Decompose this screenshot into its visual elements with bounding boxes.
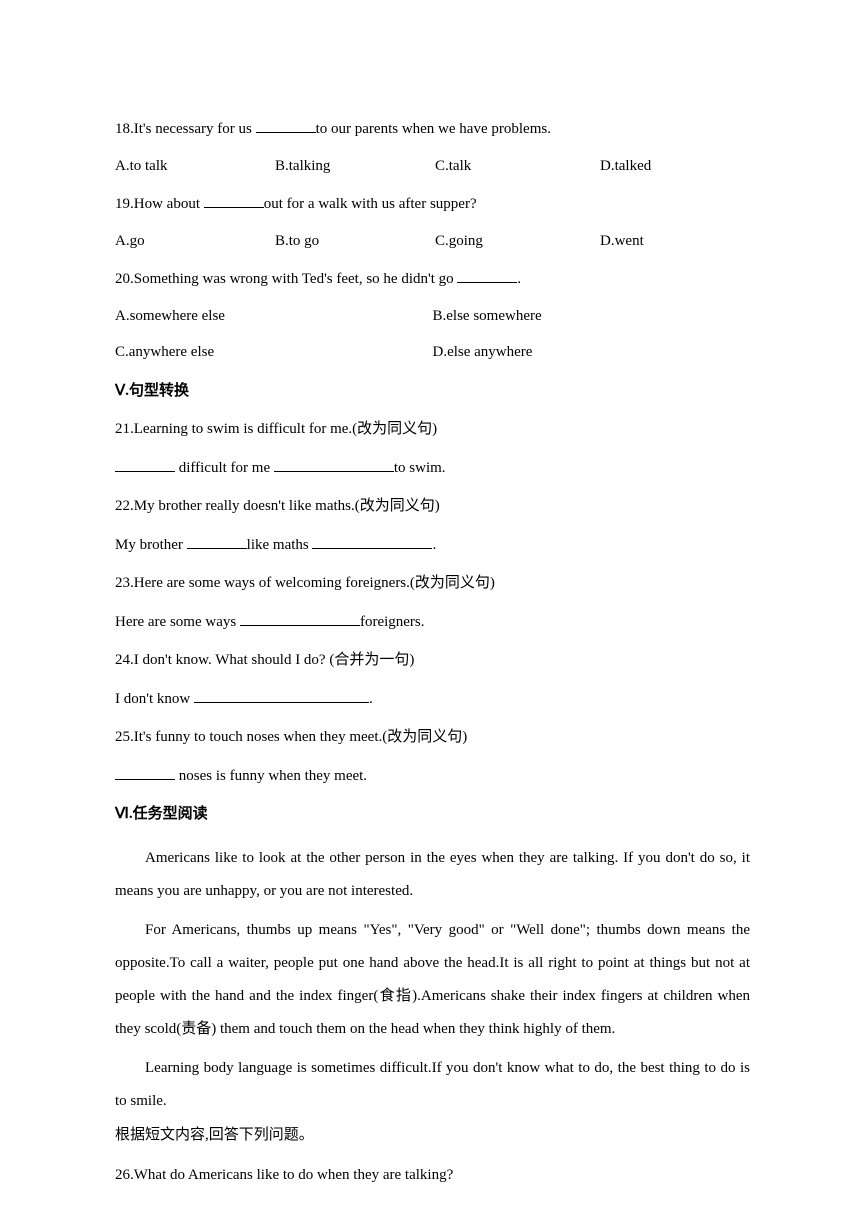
q23-start: Here are some ways [115,614,240,630]
option-b[interactable]: B.else somewhere [433,305,751,328]
blank [194,702,369,703]
option-d[interactable]: D.talked [600,155,651,178]
q26: 26.What do Americans like to do when the… [115,1164,750,1187]
q23-end: foreigners. [360,614,425,630]
question-20: 20.Something was wrong with Ted's feet, … [115,268,750,364]
blank [115,779,175,780]
section-vi-heading: Ⅵ.任务型阅读 [115,803,750,826]
q23-line2: Here are some ways foreigners. [115,611,750,634]
blank [187,548,247,549]
passage-p3: Learning body language is sometimes diff… [115,1052,750,1118]
q18-text-after: to our parents when we have problems. [316,121,551,137]
q20-options-row1: A.somewhere else B.else somewhere [115,305,750,328]
q24-end: . [369,691,373,707]
option-a[interactable]: A.go [115,230,275,253]
blank [274,471,394,472]
q22-mid: like maths [247,537,313,553]
q21-line1: 21.Learning to swim is difficult for me.… [115,418,750,441]
section-v-heading: Ⅴ.句型转换 [115,380,750,403]
blank [256,132,316,133]
option-b[interactable]: B.talking [275,155,435,178]
blank [457,282,517,283]
q24-line1: 24.I don't know. What should I do? (合并为一… [115,649,750,672]
q25-end: noses is funny when they meet. [175,768,367,784]
blank [204,207,264,208]
q25-line2: noses is funny when they meet. [115,765,750,788]
q21-end: to swim. [394,460,446,476]
blank [240,625,360,626]
q20-text-after: . [517,271,521,287]
q25-line1: 25.It's funny to touch noses when they m… [115,726,750,749]
passage-p2: For Americans, thumbs up means "Yes", "V… [115,914,750,1046]
q19-text-before: 19.How about [115,196,204,212]
q22-end: . [432,537,436,553]
option-c[interactable]: C.anywhere else [115,341,433,364]
q20-text-before: 20.Something was wrong with Ted's feet, … [115,271,457,287]
q19-text-after: out for a walk with us after supper? [264,196,477,212]
question-19: 19.How about out for a walk with us afte… [115,193,750,252]
q18-options: A.to talk B.talking C.talk D.talked [115,155,750,178]
option-a[interactable]: A.to talk [115,155,275,178]
option-a[interactable]: A.somewhere else [115,305,433,328]
option-b[interactable]: B.to go [275,230,435,253]
passage-p1: Americans like to look at the other pers… [115,842,750,908]
q21-line2: difficult for me to swim. [115,457,750,480]
q20-options-row2: C.anywhere else D.else anywhere [115,341,750,364]
option-d[interactable]: D.else anywhere [433,341,751,364]
instruction: 根据短文内容,回答下列问题。 [115,1124,750,1147]
q24-start: I don't know [115,691,194,707]
option-c[interactable]: C.going [435,230,600,253]
option-c[interactable]: C.talk [435,155,600,178]
q19-options: A.go B.to go C.going D.went [115,230,750,253]
q21-mid: difficult for me [175,460,274,476]
q22-line1: 22.My brother really doesn't like maths.… [115,495,750,518]
blank [115,471,175,472]
option-d[interactable]: D.went [600,230,644,253]
question-18: 18.It's necessary for us to our parents … [115,118,750,177]
q24-line2: I don't know . [115,688,750,711]
blank [312,548,432,549]
q18-text-before: 18.It's necessary for us [115,121,256,137]
q22-line2: My brother like maths . [115,534,750,557]
q22-start: My brother [115,537,187,553]
q23-line1: 23.Here are some ways of welcoming forei… [115,572,750,595]
